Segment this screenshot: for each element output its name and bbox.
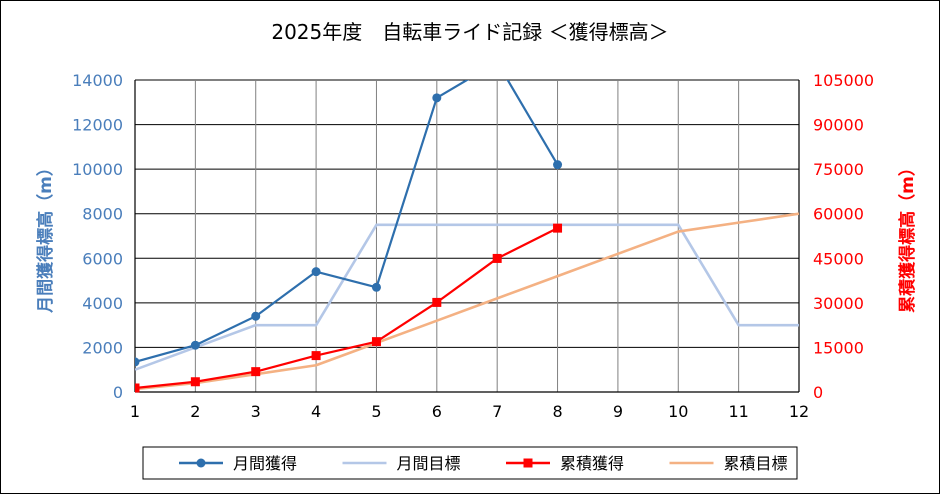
right-tick-label: 30000 — [813, 294, 864, 313]
x-tick-label: 12 — [789, 402, 809, 421]
chart-title: 2025年度 自転車ライド記録 ＜獲得標高＞ — [271, 20, 668, 44]
left-tick-label: 0 — [113, 383, 123, 402]
right-axis-ticks: 0 15000 30000 45000 60000 75000 90000 105000 — [813, 71, 874, 402]
data-point — [190, 340, 200, 350]
series-2 — [135, 223, 799, 371]
data-point — [432, 297, 442, 307]
legend-label: 累積目標 — [724, 454, 788, 473]
legend-label: 月間目標 — [397, 454, 461, 473]
left-tick-label: 8000 — [82, 205, 123, 224]
data-point — [190, 377, 200, 387]
x-tick-label: 10 — [668, 402, 688, 421]
legend: 月間獲得 月間目標 累積獲得 累積目標 — [142, 446, 798, 480]
left-axis-label: 月間獲得標高（m） — [35, 159, 56, 314]
series-layer — [135, 80, 799, 393]
data-point — [135, 357, 140, 367]
x-tick-label: 5 — [371, 402, 381, 421]
data-point — [553, 160, 563, 170]
left-tick-label: 12000 — [72, 116, 123, 135]
legend-marker — [523, 458, 533, 468]
series-1 — [135, 80, 563, 367]
x-tick-label: 4 — [311, 402, 321, 421]
data-point — [371, 282, 381, 292]
x-tick-label: 9 — [613, 402, 623, 421]
left-tick-label: 2000 — [82, 338, 123, 357]
series-line — [135, 80, 559, 363]
data-point — [311, 267, 321, 277]
left-tick-label: 6000 — [82, 249, 123, 268]
series-4 — [135, 212, 799, 391]
data-point — [311, 351, 321, 361]
series-3 — [135, 223, 563, 393]
right-tick-label: 15000 — [813, 338, 864, 357]
gridlines — [134, 79, 800, 393]
right-tick-label: 105000 — [813, 71, 874, 90]
left-tick-label: 14000 — [72, 71, 123, 90]
right-tick-label: 90000 — [813, 116, 864, 135]
left-tick-label: 4000 — [82, 294, 123, 313]
x-tick-label: 2 — [190, 402, 200, 421]
data-point — [371, 337, 381, 347]
series-line — [135, 223, 799, 371]
right-tick-label: 60000 — [813, 205, 864, 224]
x-axis-ticks: 1 2 3 4 5 6 7 8 9 10 11 12 — [130, 402, 809, 421]
x-tick-label: 6 — [432, 402, 442, 421]
x-tick-label: 7 — [492, 402, 502, 421]
left-tick-label: 10000 — [72, 160, 123, 179]
right-axis-label: 累積獲得標高（m） — [897, 159, 918, 313]
x-tick-label: 8 — [552, 402, 562, 421]
series-line — [135, 227, 559, 390]
right-tick-label: 45000 — [813, 249, 864, 268]
data-point — [553, 223, 563, 233]
data-point — [432, 93, 442, 103]
data-point — [492, 253, 502, 263]
right-tick-label: 0 — [813, 383, 823, 402]
x-tick-label: 1 — [130, 402, 140, 421]
legend-marker — [196, 458, 206, 468]
x-tick-label: 11 — [728, 402, 748, 421]
legend-label: 累積獲得 — [560, 454, 624, 473]
x-tick-label: 3 — [251, 402, 261, 421]
left-axis-ticks: 0 2000 4000 6000 8000 10000 12000 14000 — [72, 71, 123, 402]
data-point — [251, 311, 261, 321]
legend-label: 月間獲得 — [233, 454, 297, 473]
data-point — [251, 367, 261, 377]
axes — [134, 80, 800, 393]
right-tick-label: 75000 — [813, 160, 864, 179]
data-point — [135, 383, 140, 393]
series-line — [135, 212, 799, 391]
